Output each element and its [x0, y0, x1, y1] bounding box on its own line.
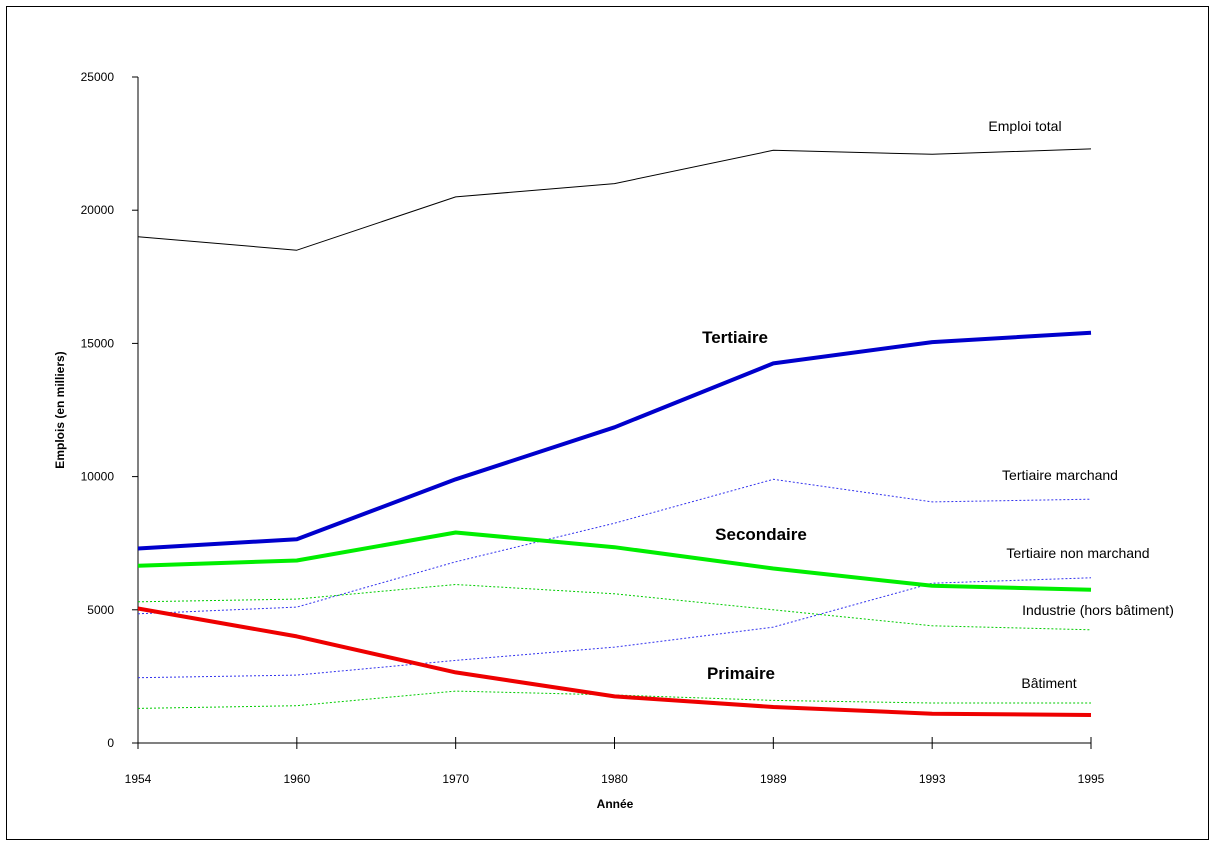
- series-labels: Emploi total Tertiaire Tertiaire marchand S…: [702, 118, 1174, 691]
- y-ticks: 0 5000 10000 15000 20000 25000: [81, 70, 138, 750]
- x-axis-title: Année: [597, 797, 634, 811]
- x-tick-label: 1993: [919, 772, 946, 786]
- series-line-tertiaire-non-marchand: [137, 577, 1092, 679]
- series-label: Tertiaire marchand: [1002, 467, 1118, 483]
- series-line-industrie-hors-b-timent: [137, 584, 1092, 631]
- x-tick-label: 1954: [125, 772, 152, 786]
- series-label: Tertiaire non marchand: [1006, 545, 1149, 561]
- series-label: Bâtiment: [1021, 675, 1076, 691]
- y-tick-label: 5000: [87, 603, 114, 617]
- y-tick-label: 15000: [81, 336, 115, 350]
- series-lines: [137, 148, 1092, 717]
- y-tick-label: 0: [107, 736, 114, 750]
- y-tick-label: 20000: [81, 203, 115, 217]
- series-label: Secondaire: [715, 525, 807, 544]
- y-tick-label: 10000: [81, 470, 115, 484]
- x-tick-label: 1989: [760, 772, 787, 786]
- x-tick-label: 1970: [442, 772, 469, 786]
- series-label: Industrie (hors bâtiment): [1022, 602, 1174, 618]
- series-line-secondaire: [137, 530, 1092, 592]
- chart-frame: [6, 6, 1209, 840]
- x-ticks: 1954 1960 1970 1980 1989 1993 1995: [125, 737, 1105, 786]
- x-tick-label: 1960: [283, 772, 310, 786]
- series-label: Primaire: [707, 664, 775, 683]
- y-tick-label: 25000: [81, 70, 115, 84]
- y-axis-title: Emplois (en milliers): [53, 351, 67, 468]
- series-label: Tertiaire: [702, 328, 768, 347]
- x-tick-label: 1980: [601, 772, 628, 786]
- series-line-tertiaire: [137, 330, 1092, 551]
- series-line-primaire: [137, 606, 1092, 717]
- series-label: Emploi total: [988, 118, 1061, 134]
- series-line-tertiaire-marchand: [137, 478, 1092, 615]
- series-line-b-timent: [137, 690, 1091, 709]
- x-tick-label: 1995: [1078, 772, 1105, 786]
- series-line-emploi-total: [137, 148, 1092, 251]
